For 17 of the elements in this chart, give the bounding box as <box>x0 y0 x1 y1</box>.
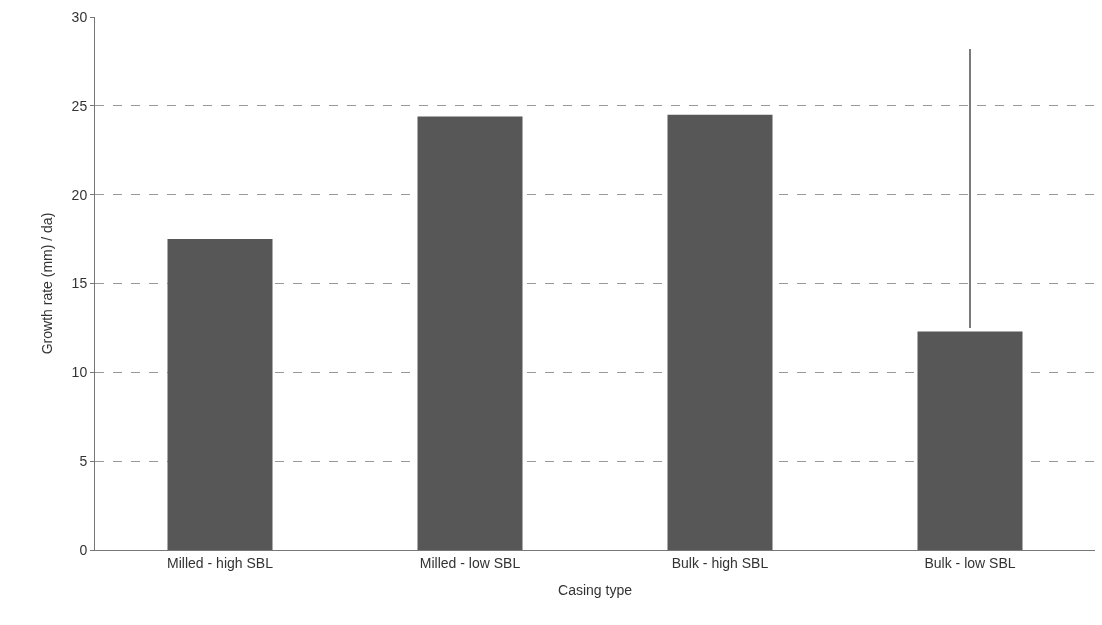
bar <box>417 116 523 550</box>
x-tick-label: Milled - high SBL <box>167 554 274 571</box>
x-tick-label: Milled - low SBL <box>419 554 521 571</box>
y-tick-label: 5 <box>79 453 88 470</box>
y-tick-label: 0 <box>79 541 88 558</box>
bar <box>917 331 1023 550</box>
bar <box>167 239 273 550</box>
y-tick-label: 30 <box>71 8 88 25</box>
x-tick-label: Bulk - low SBL <box>924 554 1016 571</box>
x-tick-label: Bulk - high SBL <box>671 554 769 571</box>
x-axis-title: Casing type <box>558 582 633 599</box>
y-axis-title: Growth rate (mm) / da) <box>39 212 56 355</box>
y-tick-label: 10 <box>71 364 88 381</box>
bar <box>667 114 773 550</box>
y-tick-label: 15 <box>71 275 88 292</box>
y-tick-label: 25 <box>71 97 88 114</box>
y-tick-label: 20 <box>71 186 88 203</box>
